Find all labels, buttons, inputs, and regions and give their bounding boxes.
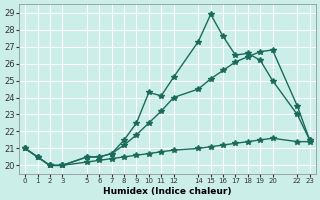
X-axis label: Humidex (Indice chaleur): Humidex (Indice chaleur) [103,187,232,196]
